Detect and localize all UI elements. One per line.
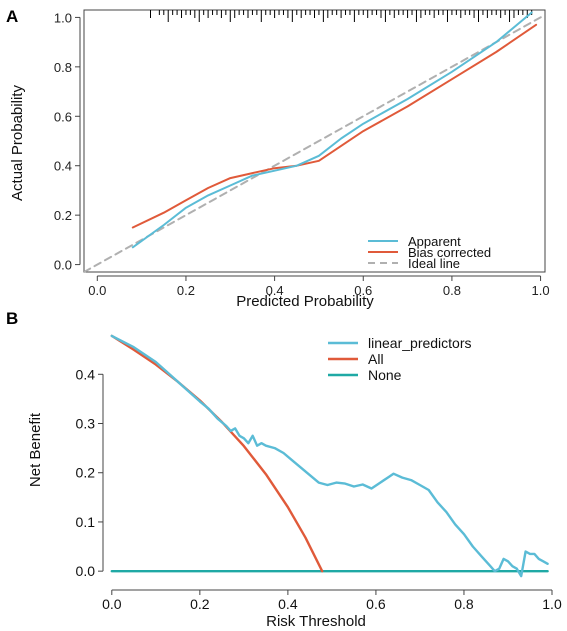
panel-b-series <box>110 334 549 578</box>
y-tick-label: 0.1 <box>76 514 96 530</box>
panel-b-x-ticks: 0.0 0.2 0.4 0.6 0.8 1.0 <box>102 590 562 612</box>
y-tick-label: 0.2 <box>76 465 96 481</box>
x-tick-label: 0.0 <box>88 283 106 298</box>
x-tick-label: 0.6 <box>366 596 386 612</box>
y-tick-label: 0.0 <box>76 563 96 579</box>
x-tick-label: 0.2 <box>177 283 195 298</box>
panel-b: B 0.0 0.2 0.4 0.6 0.8 1.0 0.0 0.1 0.2 0.3 0.4 lin… <box>6 309 562 630</box>
series-line-ideal-line <box>84 13 545 273</box>
x-tick-label: 1.0 <box>542 596 562 612</box>
panel-a-axis-frame <box>79 9 546 277</box>
panel-a-y-ticks: 0.0 0.2 0.4 0.6 0.8 1.0 <box>54 10 80 273</box>
legend-label: All <box>368 351 384 367</box>
x-tick-label: 0.8 <box>443 283 461 298</box>
panel-b-y-ticks: 0.0 0.1 0.2 0.3 0.4 <box>76 366 103 579</box>
y-tick-label: 1.0 <box>54 10 72 25</box>
panel-a-y-axis-title: Actual Probability <box>9 85 26 201</box>
panel-b-letter: B <box>6 309 18 328</box>
panel-b-y-axis-title: Net Benefit <box>27 412 44 487</box>
x-tick-label: 0.8 <box>454 596 474 612</box>
series-line-apparent <box>131 11 533 249</box>
x-tick-label: 0.6 <box>354 283 372 298</box>
series-line-all <box>110 334 324 573</box>
panel-a-series <box>84 11 545 273</box>
legend-label: Apparent <box>408 234 461 249</box>
y-tick-label: 0.6 <box>54 109 72 124</box>
y-tick-label: 0.3 <box>76 416 96 432</box>
panel-a-letter: A <box>6 7 18 26</box>
y-tick-label: 0.4 <box>76 366 96 382</box>
panel-a-x-ticks: 0.0 0.2 0.4 0.6 0.8 1.0 <box>88 276 550 298</box>
panel-a-x-axis-title: Predicted Probability <box>236 293 374 310</box>
panel-a: A 0.0 0.2 0.4 0.6 0.8 1.0 0.00.20.40.60.81.0 … <box>6 7 550 310</box>
x-tick-label: 0.2 <box>190 596 210 612</box>
y-tick-label: 0.2 <box>54 208 72 223</box>
x-tick-label: 0.0 <box>102 596 122 612</box>
legend-label: linear_predictors <box>368 335 472 351</box>
y-tick-label: 0.8 <box>54 60 72 75</box>
x-tick-label: 0.4 <box>278 596 298 612</box>
panel-b-axis-frame <box>102 374 552 591</box>
y-tick-label: 0.0 <box>54 258 72 273</box>
x-tick-label: 1.0 <box>532 283 550 298</box>
legend-label: Bias corrected <box>408 245 491 260</box>
panel-a-rug <box>149 10 533 22</box>
x-tick-label: 0.4 <box>266 283 284 298</box>
legend-label: Ideal line <box>408 256 460 271</box>
panel-b-x-axis-title: Risk Threshold <box>266 613 366 630</box>
series-line-linear-predictors <box>110 334 549 578</box>
legend-label: None <box>368 367 402 383</box>
y-tick-label: 0.4 <box>54 159 72 174</box>
